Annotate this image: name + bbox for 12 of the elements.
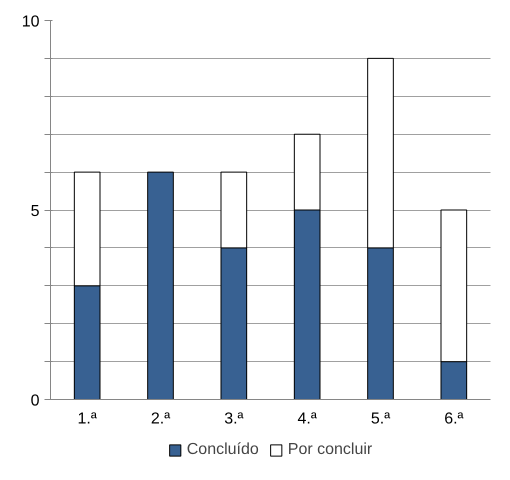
x-tick-label: 4.ª [298,410,317,428]
y-tick-label: 5 [30,203,40,220]
y-tick-label: 0 [30,392,40,410]
x-tick-label: 2.ª [150,410,170,428]
legend-label: Por concluir [288,441,372,459]
legend-label: Concluído [186,441,259,459]
y-tick-label: 10 [22,14,40,30]
x-tick-label: 6.ª [444,410,464,428]
x-tick-label: 1.ª [78,410,97,428]
x-tick-label: 5.ª [370,410,390,428]
bar [147,172,174,400]
x-tick-label: 3.ª [224,410,244,428]
